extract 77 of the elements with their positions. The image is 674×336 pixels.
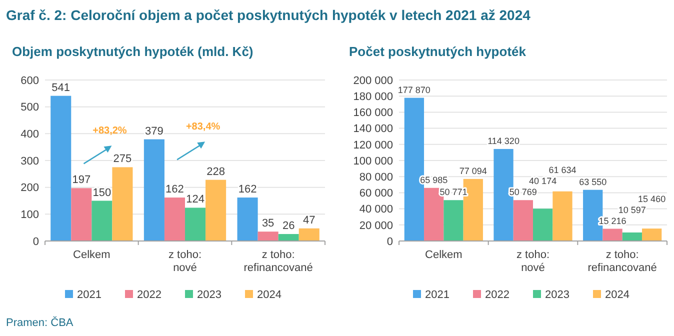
data-label: 197 [72, 174, 91, 186]
annotation: +83,4% [186, 122, 220, 133]
data-label: 177 870 [398, 84, 430, 95]
y-tick-label: 20 000 [359, 220, 393, 232]
bar [622, 232, 642, 241]
data-label: 541 [52, 82, 70, 94]
bar [298, 228, 320, 241]
x-tick-label: z toho: refinancované [588, 249, 657, 274]
y-tick-label: 200 000 [353, 74, 393, 87]
y-tick-label: 160 000 [353, 107, 393, 120]
data-label: 26 [282, 220, 295, 232]
data-label: 162 [166, 184, 184, 196]
x-tick-label: z toho: refinancované [244, 249, 313, 274]
x-tick-label: z toho: nové [516, 249, 550, 274]
legend-label: 2024 [605, 289, 630, 301]
bar [602, 228, 622, 241]
x-tick-label: Celkem [425, 249, 462, 261]
data-label: 10 597 [618, 204, 646, 215]
bar [444, 200, 464, 241]
y-tick-label: 0 [32, 236, 39, 248]
legend-label: 2024 [257, 289, 282, 301]
data-label: 114 320 [488, 136, 520, 146]
data-label: 124 [186, 194, 204, 206]
y-tick-label: 60 000 [359, 188, 393, 200]
x-tick-label: Celkem [73, 249, 110, 261]
text: Graf č. 2: Celoroční objem a počet poskytnutých hypoték v letech 2021 až 2024 [6, 7, 531, 23]
y-tick-label: 400 [20, 128, 39, 141]
data-label: 47 [303, 214, 316, 226]
y-tick-label: 140 000 [353, 123, 393, 136]
legend-label: 2021 [77, 289, 102, 301]
y-tick-label: 200 [20, 182, 39, 194]
data-label: 77 094 [459, 166, 487, 176]
bar [164, 198, 185, 241]
data-label: 15 460 [638, 194, 666, 204]
data-label: 35 [262, 218, 274, 230]
bar [552, 191, 572, 241]
y-tick-label: 80 000 [359, 171, 393, 184]
bar [112, 167, 133, 241]
data-label: 162 [238, 184, 257, 196]
bar [642, 228, 662, 241]
bar [237, 198, 258, 241]
bar [258, 232, 278, 241]
bar [50, 96, 72, 241]
bar [185, 208, 206, 241]
data-label: 275 [113, 153, 132, 166]
legend-label: 2022 [137, 289, 162, 301]
bar [144, 139, 164, 241]
y-tick-label: 100 000 [353, 155, 393, 168]
data-label: 61 634 [548, 165, 576, 176]
annotation: +83,2% [92, 126, 127, 137]
data-label: 379 [145, 125, 164, 138]
data-label: 228 [206, 166, 225, 178]
y-tick-label: 0 [386, 236, 393, 248]
bar [206, 180, 226, 241]
data-label: 63 550 [579, 176, 607, 187]
text: Pramen: ČBA [6, 316, 74, 329]
legend-label: 2021 [425, 289, 450, 301]
y-tick-label: 180 000 [353, 90, 393, 103]
chart-title: Počet poskytnutých hypoték [349, 44, 527, 59]
bar [92, 200, 112, 241]
legend-label: 2022 [485, 289, 510, 301]
y-tick-label: 600 [20, 74, 39, 87]
y-tick-label: 300 [20, 155, 39, 168]
y-tick-label: 100 [20, 209, 39, 222]
bar [513, 200, 533, 241]
y-tick-label: 40 000 [359, 204, 393, 216]
legend-label: 2023 [545, 289, 570, 301]
data-label: 40 174 [529, 176, 557, 186]
y-tick-label: 120 000 [353, 139, 393, 152]
bar [533, 208, 553, 241]
x-tick-label: z toho: nové [168, 249, 202, 274]
y-tick-label: 500 [20, 102, 39, 114]
chart-title: Objem poskytnutých hypoték (mld. Kč) [12, 44, 254, 59]
bar [71, 188, 92, 241]
legend-label: 2023 [197, 289, 222, 301]
bar [278, 234, 299, 241]
data-label: 150 [92, 186, 112, 199]
